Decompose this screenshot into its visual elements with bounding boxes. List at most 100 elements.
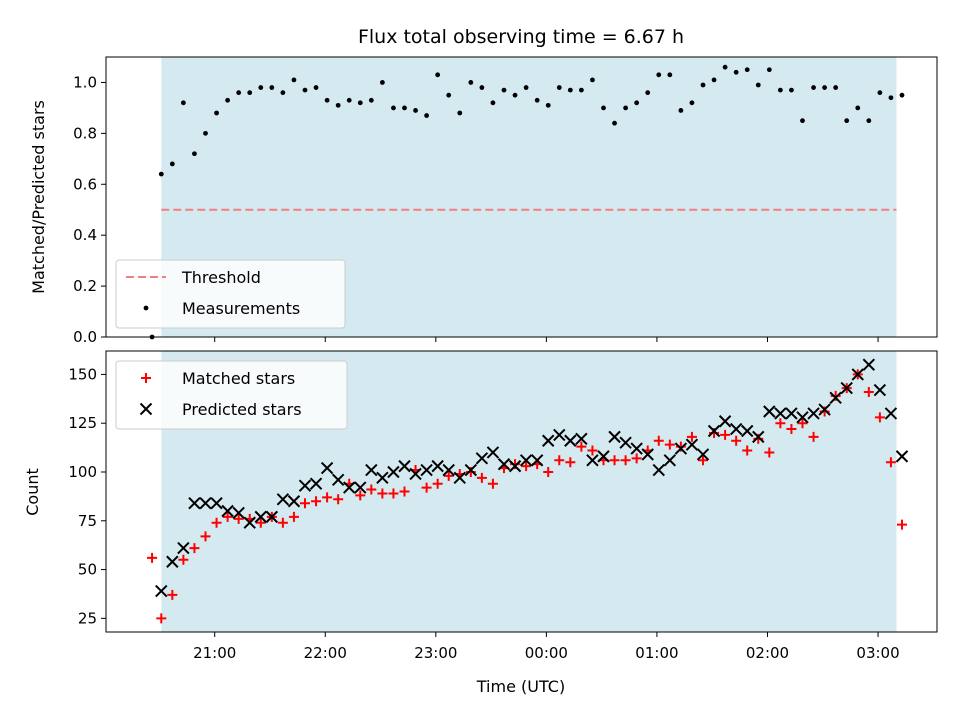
data-point [225, 97, 231, 103]
y-tick-label: 0.6 [73, 175, 97, 193]
data-point [200, 531, 211, 542]
data-point [155, 584, 168, 598]
data-point [652, 463, 665, 477]
data-point [631, 453, 642, 464]
data-point [147, 552, 158, 563]
data-point [431, 459, 444, 473]
data-point [733, 69, 739, 75]
data-point [365, 463, 378, 477]
data-point [189, 543, 200, 554]
data-point [497, 457, 511, 471]
data-point [379, 80, 385, 85]
data-point [475, 452, 489, 465]
data-point [862, 358, 876, 371]
data-point [521, 461, 532, 472]
data-point [210, 497, 223, 510]
data-point [343, 481, 356, 494]
data-point [829, 391, 842, 405]
data-point [722, 64, 728, 70]
data-point [432, 478, 443, 489]
data-point [785, 407, 798, 420]
data-point [457, 110, 463, 116]
data-point [232, 506, 245, 520]
data-point [575, 432, 588, 446]
data-point [833, 85, 839, 90]
data-point [807, 407, 820, 420]
chart-title: Flux total observing time = 6.67 h [358, 26, 684, 48]
data-point [311, 496, 322, 507]
data-point [265, 510, 279, 524]
data-point [844, 118, 850, 124]
data-point [742, 445, 753, 456]
data-point [553, 428, 566, 442]
data-point [885, 457, 896, 468]
data-point [424, 113, 430, 118]
x-tick-label: 01:00 [635, 644, 678, 662]
data-point [357, 100, 363, 106]
data-point [188, 497, 201, 510]
data-point [453, 471, 466, 485]
data-point [398, 459, 411, 473]
data-point [645, 90, 651, 96]
data-point [797, 418, 808, 429]
data-point [346, 97, 352, 103]
y-tick-label: 0.8 [73, 124, 97, 142]
data-point [822, 85, 828, 90]
data-point [663, 454, 677, 467]
data-point [707, 424, 721, 438]
data-point [678, 108, 684, 113]
legend: Matched stars Predicted stars [115, 360, 348, 430]
legend-label: Matched stars [182, 369, 295, 388]
data-point [789, 87, 794, 93]
y-tick-label: 0.2 [73, 277, 97, 295]
data-point [664, 439, 675, 450]
data-point [641, 448, 654, 461]
data-point [299, 498, 310, 509]
data-point [686, 431, 697, 442]
data-point [840, 381, 853, 395]
data-point [402, 105, 407, 111]
data-point [855, 105, 861, 111]
data-point [309, 477, 323, 490]
plot-frame [105, 56, 938, 338]
data-point [355, 490, 366, 501]
data-point [884, 407, 898, 420]
data-point [763, 405, 776, 418]
data-point [254, 510, 267, 524]
data-point [630, 442, 643, 455]
legend-marker [139, 402, 153, 416]
data-point [486, 446, 500, 459]
data-point [587, 445, 598, 456]
series-predicted-stars [155, 358, 909, 598]
data-point [313, 85, 319, 90]
data-point [388, 488, 399, 499]
data-point [468, 80, 474, 85]
data-point [177, 541, 190, 555]
data-point [608, 430, 621, 444]
legend-box [115, 360, 348, 430]
series-measurements [149, 64, 905, 340]
bottom-y-axis-label: Count [23, 468, 42, 516]
data-point [653, 435, 664, 446]
data-point [729, 422, 743, 436]
data-point [166, 555, 179, 568]
data-point [818, 403, 831, 416]
x-tick-label: 22:00 [304, 644, 347, 662]
legend-marker [143, 305, 149, 311]
data-point [443, 470, 454, 481]
x-tick-label: 21:00 [193, 644, 236, 662]
data-point [609, 455, 620, 466]
x-tick-label: 03:00 [856, 644, 899, 662]
data-point [597, 450, 610, 463]
data-point [446, 92, 452, 98]
data-point [620, 455, 631, 466]
top-y-axis-label: Matched/Predicted stars [29, 100, 48, 294]
data-point [255, 517, 266, 528]
y-tick-label: 75 [78, 512, 97, 530]
x-tick-label: 23:00 [414, 644, 457, 662]
data-point [421, 482, 432, 493]
y-tick-label: 150 [68, 365, 97, 383]
data-point [542, 434, 555, 447]
y-tick-label: 0.0 [73, 328, 97, 346]
data-point [291, 77, 297, 83]
